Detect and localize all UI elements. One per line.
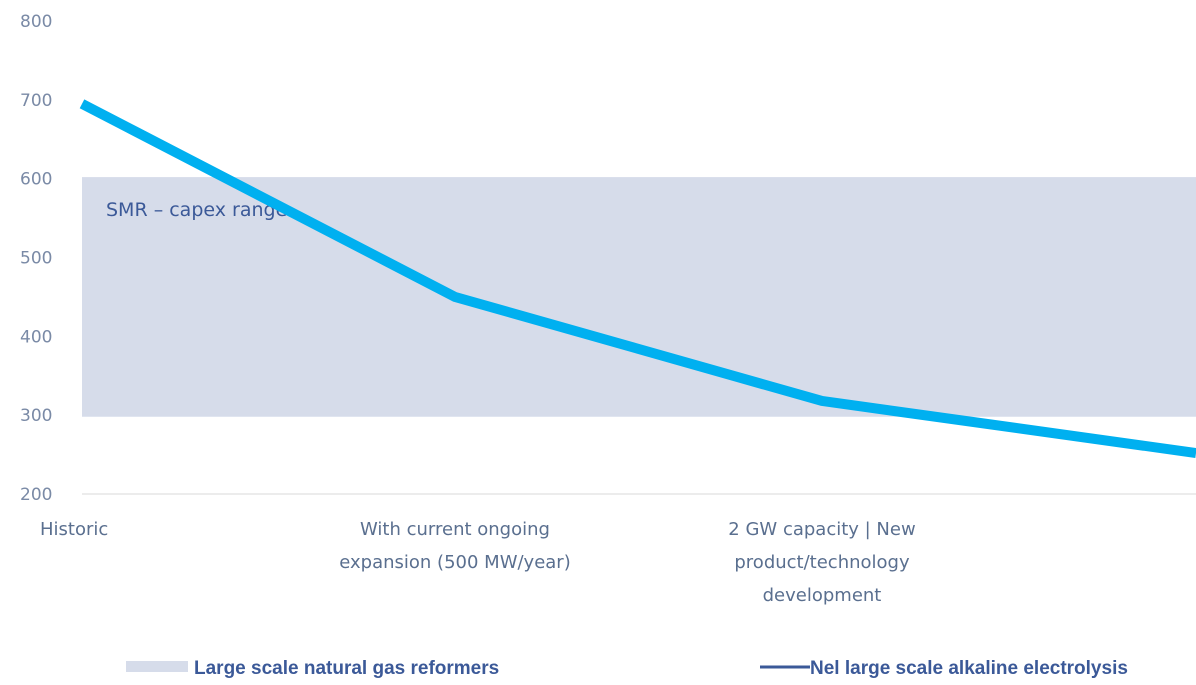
smr-capex-band-layer: SMR – capex range bbox=[82, 177, 1196, 417]
legend-band-swatch bbox=[126, 661, 188, 672]
x-category-label: expansion (500 MW/year) bbox=[339, 552, 570, 573]
y-tick-label: 400 bbox=[20, 327, 52, 347]
y-tick-label: 200 bbox=[20, 485, 52, 505]
x-axis-categories: Historic With current ongoing expansion (5… bbox=[40, 519, 916, 606]
y-tick-label: 300 bbox=[20, 406, 52, 426]
y-axis-ticks: 200 300 400 500 600 700 800 bbox=[20, 12, 52, 505]
y-tick-label: 500 bbox=[20, 249, 52, 269]
y-tick-label: 600 bbox=[20, 170, 52, 190]
legend-line-label: Nel large scale alkaline electrolysis bbox=[810, 658, 1128, 679]
x-category-label: Historic bbox=[40, 519, 108, 540]
band-label: SMR – capex range bbox=[106, 199, 287, 221]
x-category-label: With current ongoing bbox=[360, 519, 550, 540]
x-category-label: 2 GW capacity | New bbox=[728, 519, 915, 540]
x-category-label: product/technology bbox=[734, 552, 910, 573]
legend: Large scale natural gas reformers Nel lar… bbox=[126, 658, 1128, 679]
y-tick-label: 700 bbox=[20, 91, 52, 111]
y-tick-label: 800 bbox=[20, 12, 52, 32]
smr-capex-band bbox=[82, 177, 1196, 417]
x-category-label: development bbox=[763, 585, 882, 606]
electrolysis-series-line bbox=[79, 99, 1196, 458]
legend-band-label: Large scale natural gas reformers bbox=[194, 658, 499, 679]
